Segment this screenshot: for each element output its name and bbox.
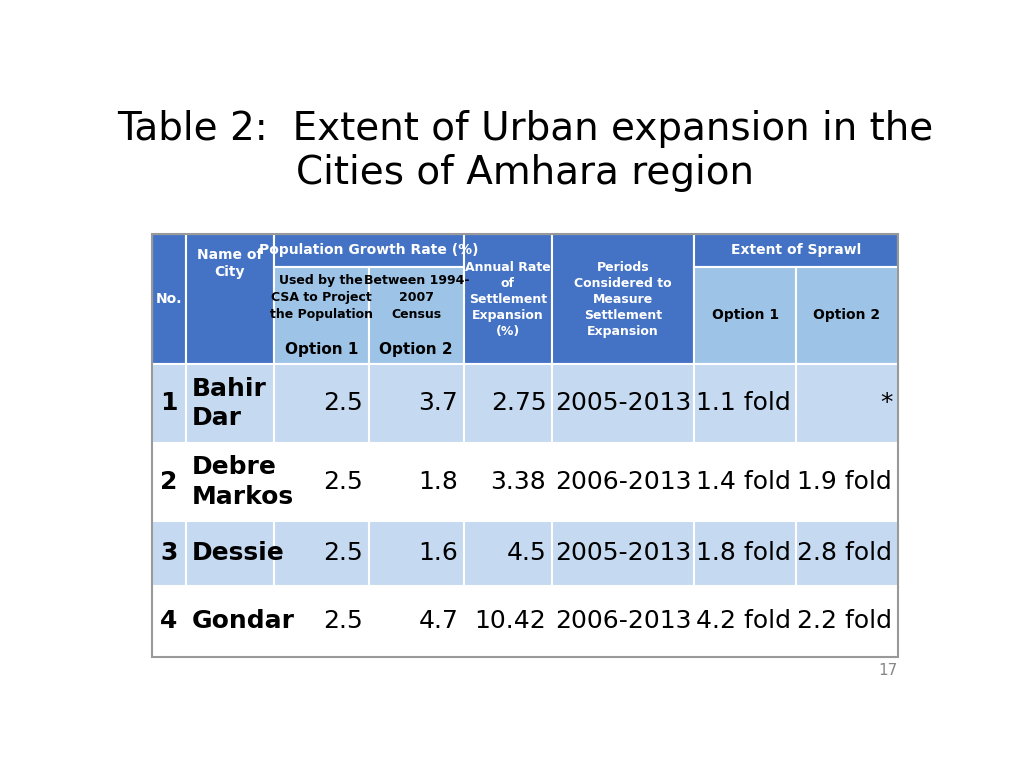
FancyBboxPatch shape: [185, 364, 273, 442]
FancyBboxPatch shape: [273, 521, 369, 585]
Text: Option 2: Option 2: [813, 309, 881, 323]
Text: No.: No.: [156, 292, 182, 306]
Text: 1.4 fold: 1.4 fold: [695, 470, 791, 494]
FancyBboxPatch shape: [369, 442, 464, 521]
Text: Debre
Markos: Debre Markos: [191, 455, 294, 509]
Text: Dessie: Dessie: [191, 541, 284, 565]
Text: 2.8 fold: 2.8 fold: [798, 541, 892, 565]
Text: 1.6: 1.6: [419, 541, 458, 565]
FancyBboxPatch shape: [796, 266, 898, 364]
Text: Between 1994-
2007
Census: Between 1994- 2007 Census: [364, 274, 469, 321]
FancyBboxPatch shape: [694, 266, 796, 364]
FancyBboxPatch shape: [552, 234, 694, 364]
Text: *: *: [880, 392, 892, 415]
Text: Table 2:  Extent of Urban expansion in the: Table 2: Extent of Urban expansion in th…: [117, 110, 933, 148]
Text: Extent of Sprawl: Extent of Sprawl: [731, 243, 861, 257]
FancyBboxPatch shape: [796, 364, 898, 442]
FancyBboxPatch shape: [185, 234, 273, 364]
Text: Option 1: Option 1: [285, 342, 358, 357]
FancyBboxPatch shape: [152, 234, 185, 364]
FancyBboxPatch shape: [694, 585, 796, 657]
FancyBboxPatch shape: [796, 585, 898, 657]
FancyBboxPatch shape: [273, 266, 369, 364]
FancyBboxPatch shape: [552, 521, 694, 585]
Text: Name of
City: Name of City: [197, 248, 262, 279]
Text: Gondar: Gondar: [191, 609, 294, 633]
Text: 3: 3: [160, 541, 177, 565]
Text: 1: 1: [160, 392, 177, 415]
Text: 3.7: 3.7: [419, 392, 458, 415]
FancyBboxPatch shape: [273, 234, 464, 266]
Text: 2.5: 2.5: [324, 392, 364, 415]
Text: Population Growth Rate (%): Population Growth Rate (%): [259, 243, 478, 257]
Text: 1.9 fold: 1.9 fold: [798, 470, 892, 494]
FancyBboxPatch shape: [152, 585, 185, 657]
Text: Bahir
Dar: Bahir Dar: [191, 376, 266, 430]
Text: Cities of Amhara region: Cities of Amhara region: [296, 154, 754, 192]
FancyBboxPatch shape: [152, 364, 185, 442]
Text: 2005-2013: 2005-2013: [555, 392, 691, 415]
Text: 2006-2013: 2006-2013: [555, 470, 691, 494]
FancyBboxPatch shape: [464, 585, 552, 657]
FancyBboxPatch shape: [464, 234, 552, 364]
Text: 2: 2: [160, 470, 177, 494]
FancyBboxPatch shape: [552, 364, 694, 442]
FancyBboxPatch shape: [152, 521, 185, 585]
Text: 1.1 fold: 1.1 fold: [695, 392, 791, 415]
FancyBboxPatch shape: [552, 585, 694, 657]
FancyBboxPatch shape: [152, 442, 185, 521]
Text: 2.5: 2.5: [324, 609, 364, 633]
Text: 2006-2013: 2006-2013: [555, 609, 691, 633]
FancyBboxPatch shape: [369, 585, 464, 657]
FancyBboxPatch shape: [185, 521, 273, 585]
Text: Periods
Considered to
Measure
Settlement
Expansion: Periods Considered to Measure Settlement…: [574, 260, 672, 338]
FancyBboxPatch shape: [464, 442, 552, 521]
Text: 4.5: 4.5: [507, 541, 547, 565]
FancyBboxPatch shape: [796, 521, 898, 585]
FancyBboxPatch shape: [552, 442, 694, 521]
Text: 2.5: 2.5: [324, 470, 364, 494]
FancyBboxPatch shape: [185, 585, 273, 657]
FancyBboxPatch shape: [694, 364, 796, 442]
FancyBboxPatch shape: [694, 521, 796, 585]
Text: 10.42: 10.42: [474, 609, 547, 633]
FancyBboxPatch shape: [694, 234, 898, 266]
FancyBboxPatch shape: [273, 442, 369, 521]
Text: 1.8: 1.8: [419, 470, 458, 494]
Text: 2.5: 2.5: [324, 541, 364, 565]
Text: 4.7: 4.7: [419, 609, 458, 633]
FancyBboxPatch shape: [796, 442, 898, 521]
FancyBboxPatch shape: [273, 364, 369, 442]
Text: 4: 4: [160, 609, 177, 633]
Text: 2.75: 2.75: [490, 392, 547, 415]
Text: Used by the
CSA to Project
the Population: Used by the CSA to Project the Populatio…: [270, 274, 373, 321]
FancyBboxPatch shape: [185, 442, 273, 521]
FancyBboxPatch shape: [369, 364, 464, 442]
FancyBboxPatch shape: [694, 442, 796, 521]
Text: 1.8 fold: 1.8 fold: [695, 541, 791, 565]
FancyBboxPatch shape: [369, 521, 464, 585]
FancyBboxPatch shape: [273, 585, 369, 657]
Text: Option 2: Option 2: [380, 342, 453, 357]
FancyBboxPatch shape: [464, 364, 552, 442]
Text: 2.2 fold: 2.2 fold: [798, 609, 892, 633]
Text: 2005-2013: 2005-2013: [555, 541, 691, 565]
Text: Annual Rate
of
Settlement
Expansion
(%): Annual Rate of Settlement Expansion (%): [465, 260, 551, 338]
Text: 4.2 fold: 4.2 fold: [695, 609, 791, 633]
Text: 17: 17: [879, 663, 898, 677]
Text: Option 1: Option 1: [712, 309, 779, 323]
FancyBboxPatch shape: [369, 266, 464, 364]
Text: 3.38: 3.38: [490, 470, 547, 494]
FancyBboxPatch shape: [464, 521, 552, 585]
